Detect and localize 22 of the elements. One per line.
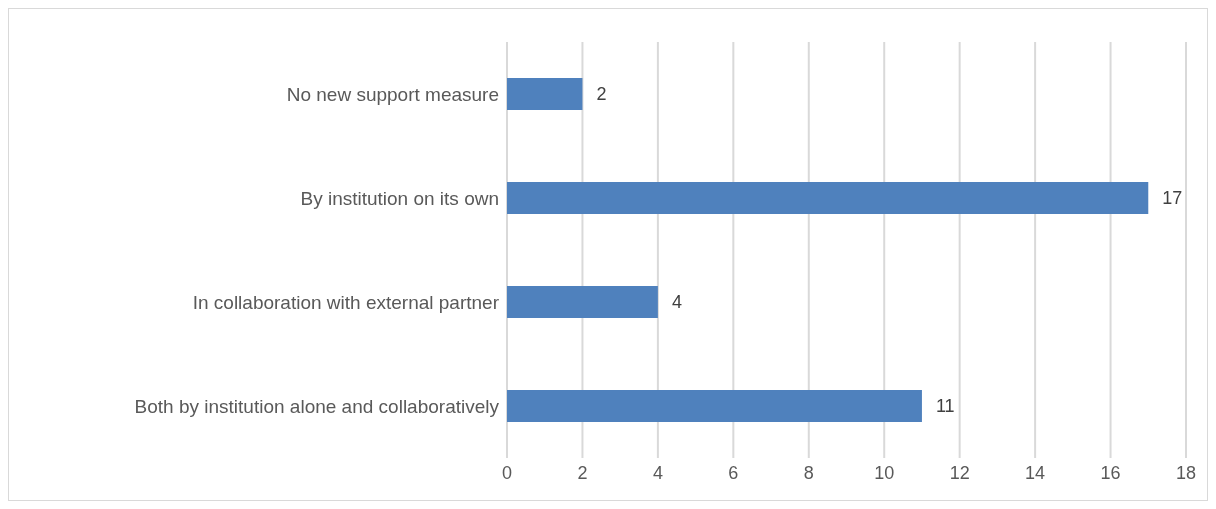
x-tick-label: 10: [874, 462, 895, 483]
bar: [507, 182, 1149, 214]
x-tick-label: 2: [577, 462, 588, 483]
bar: [507, 78, 583, 110]
x-tick-label: 8: [803, 462, 814, 483]
y-tick-label: No new support measure: [286, 83, 499, 105]
y-tick-label: In collaboration with external partner: [192, 291, 500, 313]
y-tick-label: Both by institution alone and collaboratively: [134, 395, 500, 417]
data-label: 17: [1162, 188, 1183, 209]
x-tick-label: 18: [1175, 462, 1197, 483]
data-label: 2: [596, 84, 607, 105]
x-tick-label: 6: [728, 462, 739, 483]
bar: [507, 286, 658, 318]
x-tick-label: 14: [1025, 462, 1046, 483]
bar: [507, 390, 922, 422]
x-tick-label: 16: [1100, 462, 1121, 483]
x-tick-label: 12: [949, 462, 970, 483]
data-label: 11: [935, 396, 955, 417]
y-tick-label: By institution on its own: [300, 187, 499, 209]
x-tick-label: 0: [501, 462, 513, 483]
data-label: 4: [671, 292, 682, 313]
x-tick-label: 4: [652, 462, 663, 483]
